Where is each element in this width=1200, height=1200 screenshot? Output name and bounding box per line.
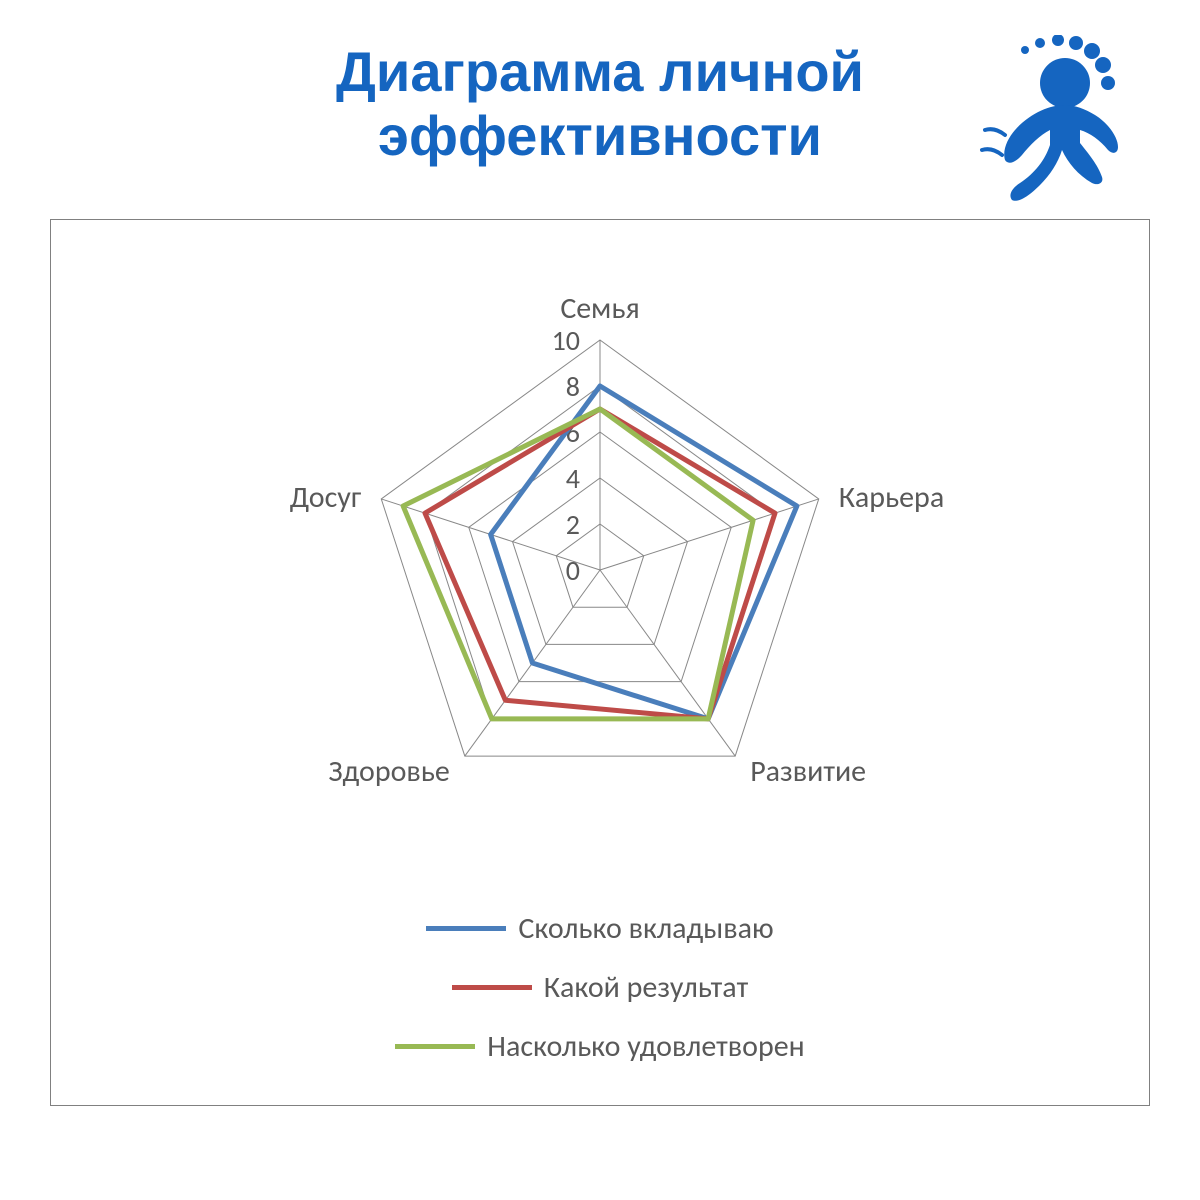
svg-text:Досуг: Досуг (290, 479, 362, 516)
legend-label: Насколько удовлетворен (487, 1028, 804, 1065)
header: Диаграмма личной эффективности (0, 0, 1200, 189)
svg-text:8: 8 (566, 369, 580, 404)
svg-text:4: 4 (566, 461, 580, 496)
svg-text:0: 0 (566, 553, 580, 588)
logo-icon (970, 35, 1120, 210)
legend-swatch (395, 1044, 475, 1049)
page-title: Диаграмма личной эффективности (200, 40, 1000, 169)
legend-label: Какой результат (544, 969, 748, 1006)
legend-item: Сколько вкладываю (426, 910, 773, 947)
svg-text:Карьера: Карьера (839, 479, 944, 516)
legend-swatch (452, 985, 532, 990)
svg-text:Семья: Семья (560, 290, 639, 327)
legend-item: Какой результат (452, 969, 748, 1006)
legend-item: Насколько удовлетворен (395, 1028, 804, 1065)
legend-label: Сколько вкладываю (518, 910, 773, 947)
svg-text:Здоровье: Здоровье (328, 753, 449, 790)
svg-text:Развитие: Развитие (750, 753, 866, 790)
radar-chart: 0246810СемьяКарьераРазвитиеЗдоровьеДосуг (81, 250, 1119, 870)
svg-text:2: 2 (566, 507, 580, 542)
legend-swatch (426, 926, 506, 931)
legend: Сколько вкладываю Какой результат Наскол… (81, 910, 1119, 1065)
svg-text:10: 10 (552, 323, 580, 358)
chart-frame: 0246810СемьяКарьераРазвитиеЗдоровьеДосуг… (50, 219, 1150, 1106)
